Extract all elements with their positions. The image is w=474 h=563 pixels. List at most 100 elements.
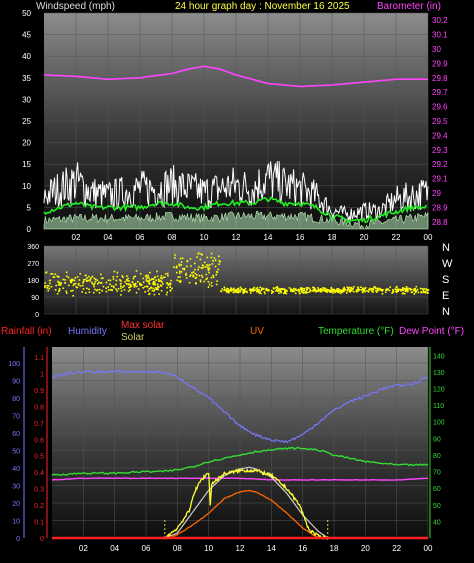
direction-point — [176, 271, 178, 274]
humidity-tick-label: 60 — [12, 431, 20, 438]
barometer-tick-label: 29.8 — [432, 74, 448, 83]
direction-point — [323, 289, 326, 291]
direction-point — [62, 278, 65, 281]
wind-y-tick-label: 5 — [27, 203, 32, 212]
direction-point — [101, 289, 103, 292]
direction-point — [385, 288, 388, 290]
direction-point — [263, 291, 266, 293]
direction-point — [305, 291, 307, 294]
direction-point — [252, 290, 255, 292]
direction-point — [126, 275, 128, 277]
direction-point — [422, 288, 425, 291]
direction-point — [232, 288, 235, 290]
direction-point — [395, 286, 397, 289]
direction-point — [375, 289, 377, 292]
wind-y-tick-label: 15 — [22, 160, 31, 169]
wind-y-tick-label: 35 — [22, 74, 31, 83]
direction-point — [129, 284, 132, 286]
direction-point — [327, 289, 329, 292]
direction-point — [178, 280, 180, 282]
direction-point — [422, 291, 424, 294]
lower-x-tick-label: 02 — [79, 544, 88, 553]
direction-point — [122, 286, 124, 288]
direction-point — [420, 291, 422, 294]
direction-point — [166, 282, 168, 284]
direction-point — [152, 278, 155, 280]
direction-point — [340, 290, 343, 292]
direction-point — [228, 289, 230, 291]
direction-point — [157, 278, 160, 281]
direction-point — [370, 289, 372, 291]
direction-point — [120, 294, 122, 296]
direction-point — [319, 289, 321, 292]
direction-point — [396, 289, 398, 291]
direction-point — [119, 283, 122, 285]
direction-point — [107, 279, 110, 282]
direction-point — [409, 287, 411, 290]
barometer-tick-label: 29 — [432, 189, 441, 198]
direction-point — [298, 289, 300, 292]
direction-point — [196, 256, 198, 258]
temperature-tick-label: 140 — [433, 353, 445, 360]
lower-x-tick-label: 12 — [236, 544, 245, 553]
direction-point — [424, 290, 426, 293]
direction-point — [244, 287, 247, 290]
direction-point — [395, 291, 398, 294]
direction-point — [201, 253, 203, 256]
direction-point — [282, 292, 285, 295]
direction-point — [153, 283, 156, 285]
humidity-tick-label: 90 — [12, 379, 20, 386]
direction-point — [212, 274, 214, 277]
direction-point — [145, 279, 147, 281]
direction-point — [253, 288, 255, 291]
direction-point — [233, 291, 236, 294]
direction-point — [140, 284, 142, 286]
direction-point — [86, 287, 88, 290]
direction-point — [208, 271, 210, 274]
temperature-tick-label: 100 — [433, 420, 445, 427]
direction-point — [179, 272, 181, 274]
direction-point — [99, 282, 102, 284]
direction-point — [275, 289, 278, 292]
direction-y-tick-label: 180 — [27, 278, 39, 285]
direction-point — [404, 290, 407, 293]
direction-point — [73, 283, 75, 285]
direction-point — [107, 289, 110, 291]
direction-point — [284, 292, 286, 294]
direction-point — [256, 288, 258, 291]
direction-point — [377, 289, 379, 292]
direction-point — [405, 289, 407, 292]
direction-point — [320, 290, 323, 293]
direction-point — [122, 276, 124, 278]
direction-point — [263, 287, 265, 290]
direction-point — [362, 290, 365, 292]
direction-point — [86, 277, 88, 279]
direction-point — [409, 289, 412, 291]
direction-point — [230, 290, 233, 292]
lower-x-tick-label: 16 — [298, 544, 307, 553]
direction-point — [206, 264, 208, 266]
temperature-tick-label: 90 — [433, 436, 441, 443]
direction-point — [98, 281, 100, 284]
direction-point — [324, 287, 327, 290]
direction-point — [65, 290, 67, 293]
direction-point — [54, 289, 57, 291]
direction-point — [177, 276, 180, 278]
barometer-tick-label: 29.4 — [432, 131, 448, 140]
direction-point — [413, 293, 416, 295]
legend-uv: UV — [250, 326, 264, 337]
direction-point — [381, 293, 384, 295]
direction-point — [259, 286, 261, 289]
direction-point — [329, 291, 331, 293]
direction-point — [201, 276, 204, 278]
direction-point — [232, 291, 235, 294]
legend-solar: Solar — [121, 332, 145, 343]
direction-point — [166, 272, 169, 275]
direction-point — [210, 252, 213, 255]
direction-point — [219, 261, 221, 263]
direction-point — [246, 291, 248, 294]
direction-point — [94, 278, 97, 281]
direction-point — [240, 288, 242, 291]
direction-point — [296, 289, 298, 292]
direction-point — [218, 260, 221, 262]
